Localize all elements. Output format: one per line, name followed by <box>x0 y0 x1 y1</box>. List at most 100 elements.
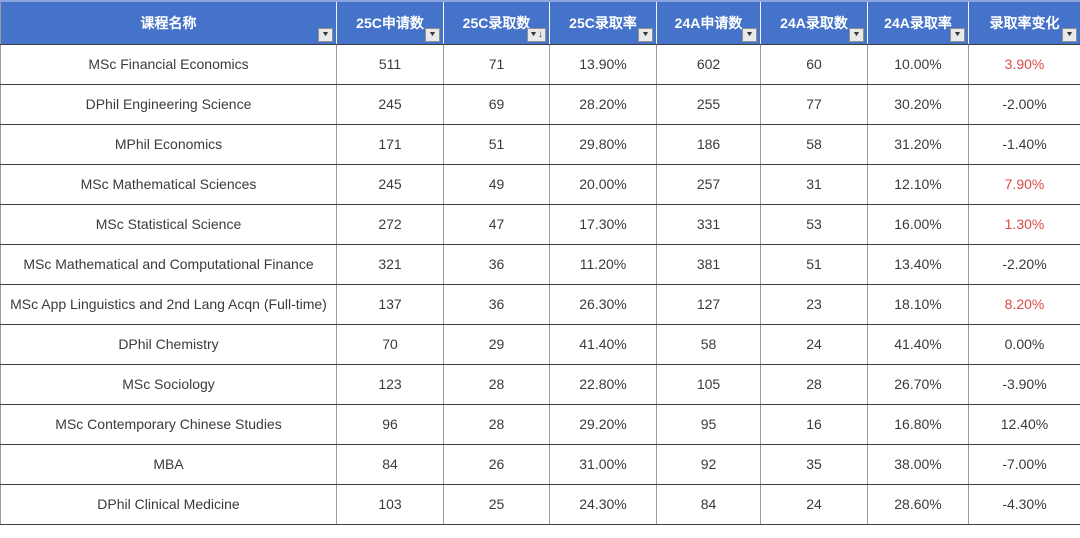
cell-c25_applications[interactable]: 321 <box>336 243 444 285</box>
cell-rate_change[interactable]: -1.40% <box>968 123 1080 165</box>
cell-rate_change[interactable]: -2.20% <box>968 243 1080 285</box>
cell-a24_applications[interactable]: 127 <box>656 283 761 325</box>
filter-button-rate_change[interactable]: ▼ <box>1062 27 1077 42</box>
cell-a24_applications[interactable]: 381 <box>656 243 761 285</box>
cell-c25_applications[interactable]: 245 <box>336 163 444 205</box>
cell-c25_applications[interactable]: 103 <box>336 483 444 525</box>
cell-a24_rate[interactable]: 26.70% <box>867 363 969 405</box>
cell-rate_change[interactable]: 0.00% <box>968 323 1080 365</box>
cell-a24_rate[interactable]: 13.40% <box>867 243 969 285</box>
filter-button-c25_applications[interactable]: ▼ <box>425 27 440 42</box>
cell-c25_admissions[interactable]: 36 <box>443 243 550 285</box>
cell-a24_rate[interactable]: 28.60% <box>867 483 969 525</box>
cell-a24_applications[interactable]: 105 <box>656 363 761 405</box>
course-name-cell[interactable]: MSc Sociology <box>0 363 337 405</box>
cell-rate_change[interactable]: -4.30% <box>968 483 1080 525</box>
cell-rate_change[interactable]: 1.30% <box>968 203 1080 245</box>
cell-c25_admissions[interactable]: 71 <box>443 43 550 85</box>
column-header-rate_change[interactable]: 录取率变化 ▼ <box>968 0 1080 45</box>
cell-c25_rate[interactable]: 29.80% <box>549 123 657 165</box>
cell-c25_rate[interactable]: 41.40% <box>549 323 657 365</box>
cell-c25_rate[interactable]: 11.20% <box>549 243 657 285</box>
column-header-a24_applications[interactable]: 24A申请数 ▼ <box>656 0 761 45</box>
cell-c25_admissions[interactable]: 26 <box>443 443 550 485</box>
cell-c25_admissions[interactable]: 25 <box>443 483 550 525</box>
cell-a24_rate[interactable]: 30.20% <box>867 83 969 125</box>
cell-a24_rate[interactable]: 10.00% <box>867 43 969 85</box>
cell-c25_admissions[interactable]: 36 <box>443 283 550 325</box>
course-name-cell[interactable]: DPhil Engineering Science <box>0 83 337 125</box>
cell-a24_admissions[interactable]: 24 <box>760 323 868 365</box>
cell-c25_rate[interactable]: 13.90% <box>549 43 657 85</box>
cell-c25_rate[interactable]: 24.30% <box>549 483 657 525</box>
cell-rate_change[interactable]: -7.00% <box>968 443 1080 485</box>
cell-c25_rate[interactable]: 28.20% <box>549 83 657 125</box>
column-header-course_name[interactable]: 课程名称 ▼ <box>0 0 337 45</box>
cell-c25_applications[interactable]: 84 <box>336 443 444 485</box>
cell-c25_admissions[interactable]: 47 <box>443 203 550 245</box>
cell-c25_applications[interactable]: 96 <box>336 403 444 445</box>
cell-a24_rate[interactable]: 12.10% <box>867 163 969 205</box>
cell-c25_applications[interactable]: 123 <box>336 363 444 405</box>
cell-a24_applications[interactable]: 186 <box>656 123 761 165</box>
cell-c25_admissions[interactable]: 51 <box>443 123 550 165</box>
cell-a24_admissions[interactable]: 51 <box>760 243 868 285</box>
course-name-cell[interactable]: MSc Financial Economics <box>0 43 337 85</box>
cell-a24_admissions[interactable]: 58 <box>760 123 868 165</box>
cell-a24_admissions[interactable]: 31 <box>760 163 868 205</box>
column-header-c25_rate[interactable]: 25C录取率 ▼ <box>549 0 657 45</box>
cell-a24_rate[interactable]: 18.10% <box>867 283 969 325</box>
cell-rate_change[interactable]: -3.90% <box>968 363 1080 405</box>
course-name-cell[interactable]: MSc Mathematical and Computational Finan… <box>0 243 337 285</box>
cell-a24_applications[interactable]: 255 <box>656 83 761 125</box>
course-name-cell[interactable]: MPhil Economics <box>0 123 337 165</box>
cell-a24_applications[interactable]: 58 <box>656 323 761 365</box>
filter-button-a24_applications[interactable]: ▼ <box>742 27 757 42</box>
cell-c25_rate[interactable]: 31.00% <box>549 443 657 485</box>
cell-a24_admissions[interactable]: 16 <box>760 403 868 445</box>
cell-c25_applications[interactable]: 70 <box>336 323 444 365</box>
filter-button-a24_admissions[interactable]: ▼ <box>849 27 864 42</box>
cell-a24_applications[interactable]: 95 <box>656 403 761 445</box>
cell-c25_rate[interactable]: 17.30% <box>549 203 657 245</box>
column-header-a24_rate[interactable]: 24A录取率 ▼ <box>867 0 969 45</box>
cell-a24_admissions[interactable]: 28 <box>760 363 868 405</box>
cell-a24_admissions[interactable]: 77 <box>760 83 868 125</box>
cell-rate_change[interactable]: 7.90% <box>968 163 1080 205</box>
cell-a24_applications[interactable]: 331 <box>656 203 761 245</box>
cell-a24_admissions[interactable]: 53 <box>760 203 868 245</box>
cell-c25_rate[interactable]: 20.00% <box>549 163 657 205</box>
cell-rate_change[interactable]: -2.00% <box>968 83 1080 125</box>
cell-a24_admissions[interactable]: 60 <box>760 43 868 85</box>
course-name-cell[interactable]: DPhil Clinical Medicine <box>0 483 337 525</box>
course-name-cell[interactable]: MSc Mathematical Sciences <box>0 163 337 205</box>
cell-a24_applications[interactable]: 84 <box>656 483 761 525</box>
column-header-c25_applications[interactable]: 25C申请数 ▼ <box>336 0 444 45</box>
column-header-c25_admissions[interactable]: 25C录取数 ▼ ↓ <box>443 0 550 45</box>
filter-button-course_name[interactable]: ▼ <box>318 27 333 42</box>
cell-rate_change[interactable]: 3.90% <box>968 43 1080 85</box>
cell-rate_change[interactable]: 12.40% <box>968 403 1080 445</box>
course-name-cell[interactable]: DPhil Chemistry <box>0 323 337 365</box>
cell-a24_rate[interactable]: 31.20% <box>867 123 969 165</box>
cell-a24_applications[interactable]: 92 <box>656 443 761 485</box>
cell-a24_rate[interactable]: 16.80% <box>867 403 969 445</box>
cell-c25_applications[interactable]: 245 <box>336 83 444 125</box>
cell-a24_rate[interactable]: 16.00% <box>867 203 969 245</box>
cell-c25_applications[interactable]: 511 <box>336 43 444 85</box>
cell-a24_rate[interactable]: 41.40% <box>867 323 969 365</box>
cell-c25_admissions[interactable]: 28 <box>443 363 550 405</box>
cell-a24_rate[interactable]: 38.00% <box>867 443 969 485</box>
cell-rate_change[interactable]: 8.20% <box>968 283 1080 325</box>
column-header-a24_admissions[interactable]: 24A录取数 ▼ <box>760 0 868 45</box>
cell-c25_rate[interactable]: 29.20% <box>549 403 657 445</box>
cell-c25_admissions[interactable]: 29 <box>443 323 550 365</box>
filter-button-a24_rate[interactable]: ▼ <box>950 27 965 42</box>
cell-c25_applications[interactable]: 272 <box>336 203 444 245</box>
cell-a24_admissions[interactable]: 23 <box>760 283 868 325</box>
cell-c25_rate[interactable]: 22.80% <box>549 363 657 405</box>
filter-sorted-button-c25_admissions[interactable]: ▼ ↓ <box>527 27 546 42</box>
cell-a24_admissions[interactable]: 35 <box>760 443 868 485</box>
cell-c25_admissions[interactable]: 28 <box>443 403 550 445</box>
cell-a24_applications[interactable]: 602 <box>656 43 761 85</box>
